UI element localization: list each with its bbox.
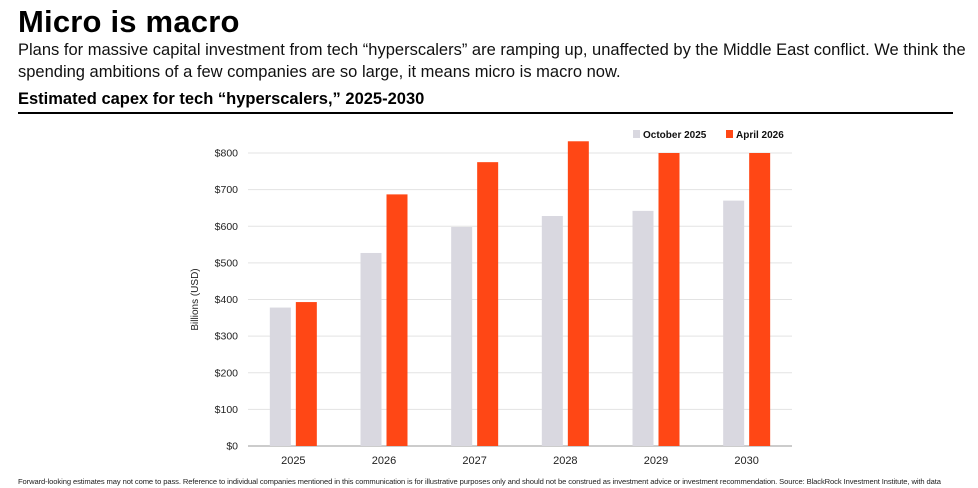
bar-october-2025-2027 bbox=[451, 226, 473, 446]
bar-october-2025-2029 bbox=[632, 210, 654, 446]
bar-april-2026-2027 bbox=[477, 162, 499, 446]
bar-april-2026-2029 bbox=[658, 153, 680, 446]
bars bbox=[269, 141, 771, 446]
y-tick-label: $200 bbox=[215, 367, 239, 379]
y-tick-label: $500 bbox=[215, 257, 239, 269]
y-tick-label: $400 bbox=[215, 294, 239, 306]
y-tick-label: $700 bbox=[215, 184, 239, 196]
x-tick-label: 2027 bbox=[462, 455, 486, 467]
x-tick-label: 2026 bbox=[372, 455, 396, 467]
x-tick-label: 2028 bbox=[553, 455, 577, 467]
legend-label: October 2025 bbox=[643, 130, 707, 141]
y-tick-label: $300 bbox=[215, 331, 239, 343]
bar-april-2026-2030 bbox=[749, 153, 771, 446]
page-subtitle: Plans for massive capital investment fro… bbox=[18, 41, 966, 81]
y-axis-label: Billions (USD) bbox=[190, 268, 201, 330]
gridlines bbox=[248, 152, 792, 447]
y-tick-label: $600 bbox=[215, 221, 239, 233]
legend-swatch bbox=[633, 130, 640, 138]
y-tick-label: $100 bbox=[215, 404, 239, 416]
bar-october-2025-2025 bbox=[269, 307, 291, 446]
title-divider bbox=[18, 112, 953, 114]
bar-april-2026-2026 bbox=[386, 194, 408, 446]
x-axis-ticks: 2025 2026 2027 2028 2029 2030 bbox=[281, 455, 759, 467]
legend: October 2025 April 2026 bbox=[633, 130, 784, 141]
bar-october-2025-2026 bbox=[360, 252, 382, 446]
chart-title: Estimated capex for tech “hyperscalers,”… bbox=[18, 90, 425, 108]
legend-swatch bbox=[726, 130, 733, 138]
bar-october-2025-2028 bbox=[541, 215, 563, 446]
legend-label: April 2026 bbox=[736, 130, 784, 141]
x-tick-label: 2025 bbox=[281, 455, 305, 467]
footnote: Forward-looking estimates may not come t… bbox=[18, 477, 941, 486]
y-tick-label: $0 bbox=[226, 441, 238, 453]
bar-october-2025-2030 bbox=[723, 200, 745, 446]
page-title: Micro is macro bbox=[18, 4, 240, 39]
y-tick-label: $800 bbox=[215, 148, 239, 160]
bar-chart: $0$100$200$300$400$500$600$700$800 2025 2… bbox=[190, 130, 792, 467]
x-tick-label: 2030 bbox=[734, 455, 758, 467]
x-tick-label: 2029 bbox=[644, 455, 668, 467]
bar-april-2026-2028 bbox=[567, 141, 589, 446]
y-axis-ticks: $0 $100 $200 $300 $400 $500 $600 $700 $800 bbox=[215, 148, 239, 453]
bar-april-2026-2025 bbox=[295, 302, 317, 446]
